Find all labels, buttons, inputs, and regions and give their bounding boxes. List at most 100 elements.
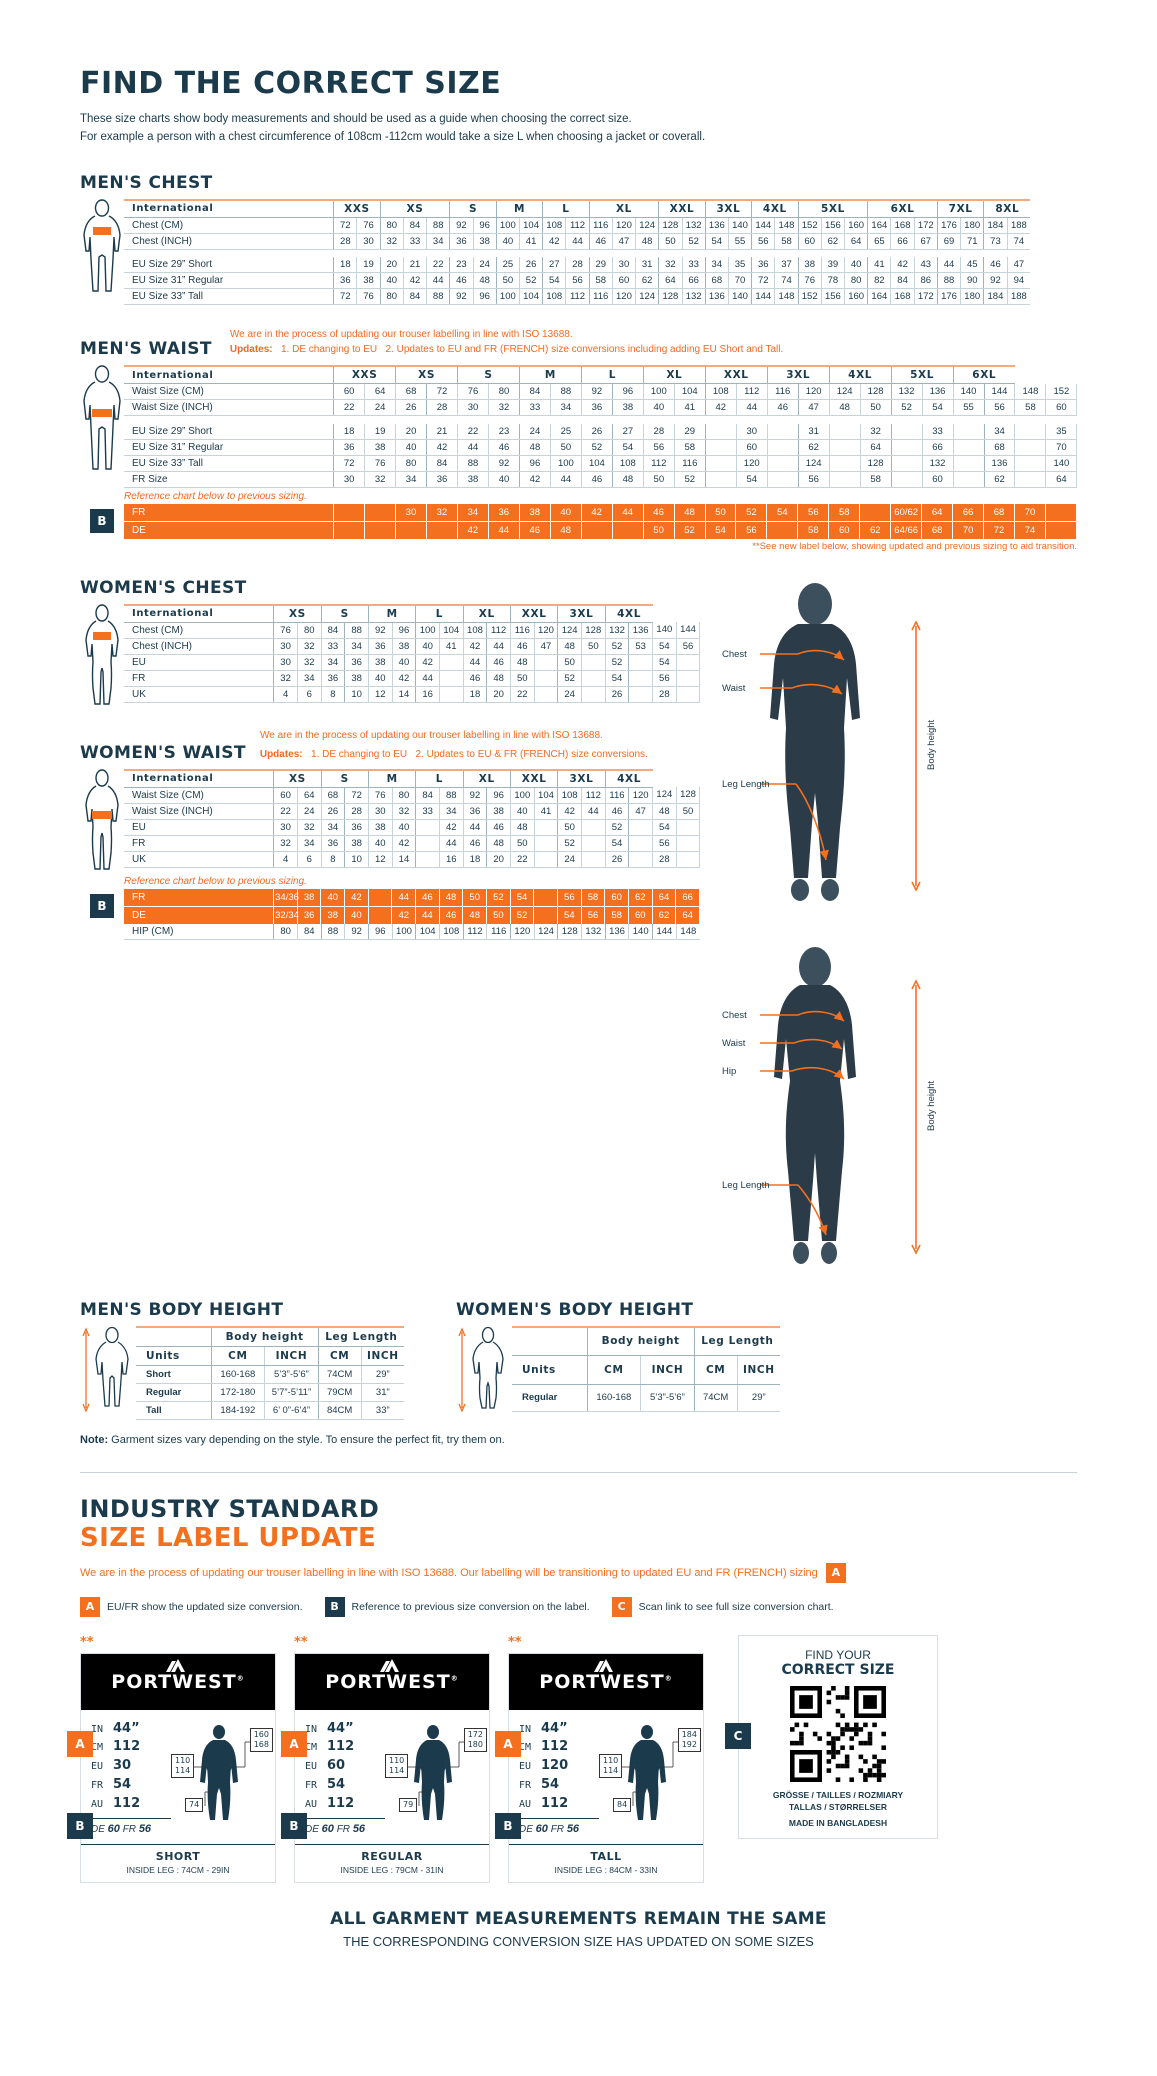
cell: 44 bbox=[735, 399, 768, 417]
card-body-figure bbox=[193, 1724, 257, 1820]
row-label: Chest (CM) bbox=[124, 622, 274, 639]
cell: 34 bbox=[296, 670, 322, 687]
bh-cell: 184-192 bbox=[210, 1401, 265, 1420]
card-body-figure bbox=[621, 1724, 685, 1820]
legend-key-a: A EU/FR show the updated size conversion. bbox=[80, 1596, 303, 1617]
table-row: Waist Size (CM) 60 64 68 72 76 80 84 88 92 96 100 10… bbox=[124, 787, 700, 804]
size-header-XXL: XXL bbox=[509, 768, 558, 788]
waist-measure-box: 110 114 bbox=[599, 1753, 623, 1778]
cell: 84 bbox=[402, 217, 427, 234]
bh-cell: 29” bbox=[736, 1384, 780, 1412]
cell: 18 bbox=[333, 257, 357, 274]
cell: 58 bbox=[588, 272, 613, 290]
cell bbox=[704, 455, 737, 472]
cell: 44 bbox=[486, 638, 511, 655]
bh-sub-header: INCH bbox=[640, 1355, 695, 1385]
spec-eu: EU 120 bbox=[519, 1757, 599, 1776]
cell: 38 bbox=[797, 257, 822, 274]
cell: 50 bbox=[859, 399, 892, 417]
cell: 42 bbox=[557, 803, 582, 820]
cell bbox=[766, 471, 799, 488]
reference-cell: 44 bbox=[415, 906, 440, 924]
size-header-S: S bbox=[320, 768, 369, 788]
spec-key: IN bbox=[519, 1723, 532, 1735]
cell: 80 bbox=[379, 217, 404, 234]
cell: 144 bbox=[751, 217, 775, 234]
cell: 26 bbox=[604, 851, 629, 868]
reference-cell: 48 bbox=[462, 906, 488, 924]
hip-cell: 140 bbox=[628, 923, 653, 940]
cell bbox=[1014, 439, 1046, 456]
cell: 52 bbox=[518, 272, 543, 290]
cell: 6 bbox=[296, 851, 322, 868]
spec-key: AU bbox=[519, 1799, 532, 1810]
cell bbox=[533, 819, 558, 836]
cell: 20 bbox=[486, 851, 511, 868]
cell: 104 bbox=[673, 383, 706, 401]
reference-cell: 42 bbox=[344, 888, 369, 907]
reference-cell bbox=[368, 906, 393, 924]
cell: 54 bbox=[704, 233, 729, 250]
card-spec-list: IN 44” CM 112 EU 60 FR 54 AU 112 DE 60 FR 56 bbox=[305, 1720, 385, 1838]
cell: 50 bbox=[642, 471, 675, 488]
qr-code-image[interactable] bbox=[790, 1685, 886, 1782]
cell: 36 bbox=[333, 439, 365, 456]
cell: 50 bbox=[658, 233, 682, 250]
cell: 124 bbox=[828, 383, 861, 401]
cell: 68 bbox=[704, 272, 729, 290]
cell: 47 bbox=[611, 233, 636, 250]
cell: 124 bbox=[635, 217, 659, 234]
cell: 46 bbox=[462, 670, 487, 687]
spec-key: EU bbox=[519, 1761, 532, 1773]
reference-cell: 68 bbox=[983, 503, 1016, 522]
cell: 42 bbox=[426, 439, 458, 456]
cell: 68 bbox=[983, 439, 1015, 456]
cell: 30 bbox=[333, 471, 365, 488]
card-asterisks: ** bbox=[80, 1634, 94, 1650]
cell: 60 bbox=[273, 787, 298, 804]
cell: 24 bbox=[296, 803, 322, 820]
spec-value: 44” bbox=[327, 1720, 354, 1736]
hip-cell: 80 bbox=[273, 923, 298, 940]
table-row: FR 32 34 36 38 40 42 44 46 48 50 52 54 56 bbox=[124, 670, 700, 687]
cell: 27 bbox=[542, 257, 566, 274]
cell: 4 bbox=[273, 851, 298, 868]
cell bbox=[675, 686, 700, 703]
row-label: EU bbox=[124, 654, 274, 671]
cell: 48 bbox=[509, 819, 535, 836]
bh-row-label: Tall bbox=[136, 1401, 212, 1420]
cell: 80 bbox=[391, 787, 416, 804]
cell: 52 bbox=[890, 399, 923, 417]
cell: 176 bbox=[936, 217, 961, 234]
cell bbox=[890, 455, 923, 472]
size-header-S: S bbox=[320, 603, 369, 623]
brand-mark: ® bbox=[664, 1674, 673, 1683]
cell: 73 bbox=[983, 233, 1008, 250]
cell: 56 bbox=[642, 439, 675, 456]
cell: 23 bbox=[488, 423, 520, 440]
table-row: Waist Size (INCH) 22 24 26 28 30 32 33 34 36 38 40 4… bbox=[124, 803, 700, 820]
cell: 124 bbox=[635, 288, 659, 306]
cell: 96 bbox=[472, 288, 497, 306]
card-fit-name: TALL bbox=[590, 1849, 622, 1863]
hip-cell: 84 bbox=[296, 923, 322, 940]
mens-body-height-title: MEN'S BODY HEIGHT bbox=[80, 1299, 284, 1320]
cell: 58 bbox=[859, 471, 892, 488]
card-badge-a: A bbox=[67, 1730, 93, 1757]
cell: 88 bbox=[457, 455, 489, 472]
mens-waist-ref-note: Reference chart below to previous sizing… bbox=[124, 490, 307, 502]
cell: 42 bbox=[415, 654, 440, 671]
cell: 76 bbox=[367, 787, 393, 804]
cell: 136 bbox=[628, 622, 653, 639]
cell: 108 bbox=[542, 217, 566, 234]
male-chest-label: Chest bbox=[722, 649, 747, 660]
male-height-axis-label: Body height bbox=[926, 719, 937, 770]
cell: 116 bbox=[604, 787, 629, 804]
spec-fr: FR 54 bbox=[305, 1776, 385, 1795]
cell: 55 bbox=[952, 399, 984, 417]
card-fit-detail: INSIDE LEG : 84CM - 33IN bbox=[554, 1864, 658, 1875]
reference-cell: 32 bbox=[426, 503, 458, 522]
reference-cell: 36 bbox=[488, 503, 520, 522]
cell: 6 bbox=[296, 686, 322, 703]
height-measure-box: 172 180 bbox=[463, 1727, 487, 1752]
